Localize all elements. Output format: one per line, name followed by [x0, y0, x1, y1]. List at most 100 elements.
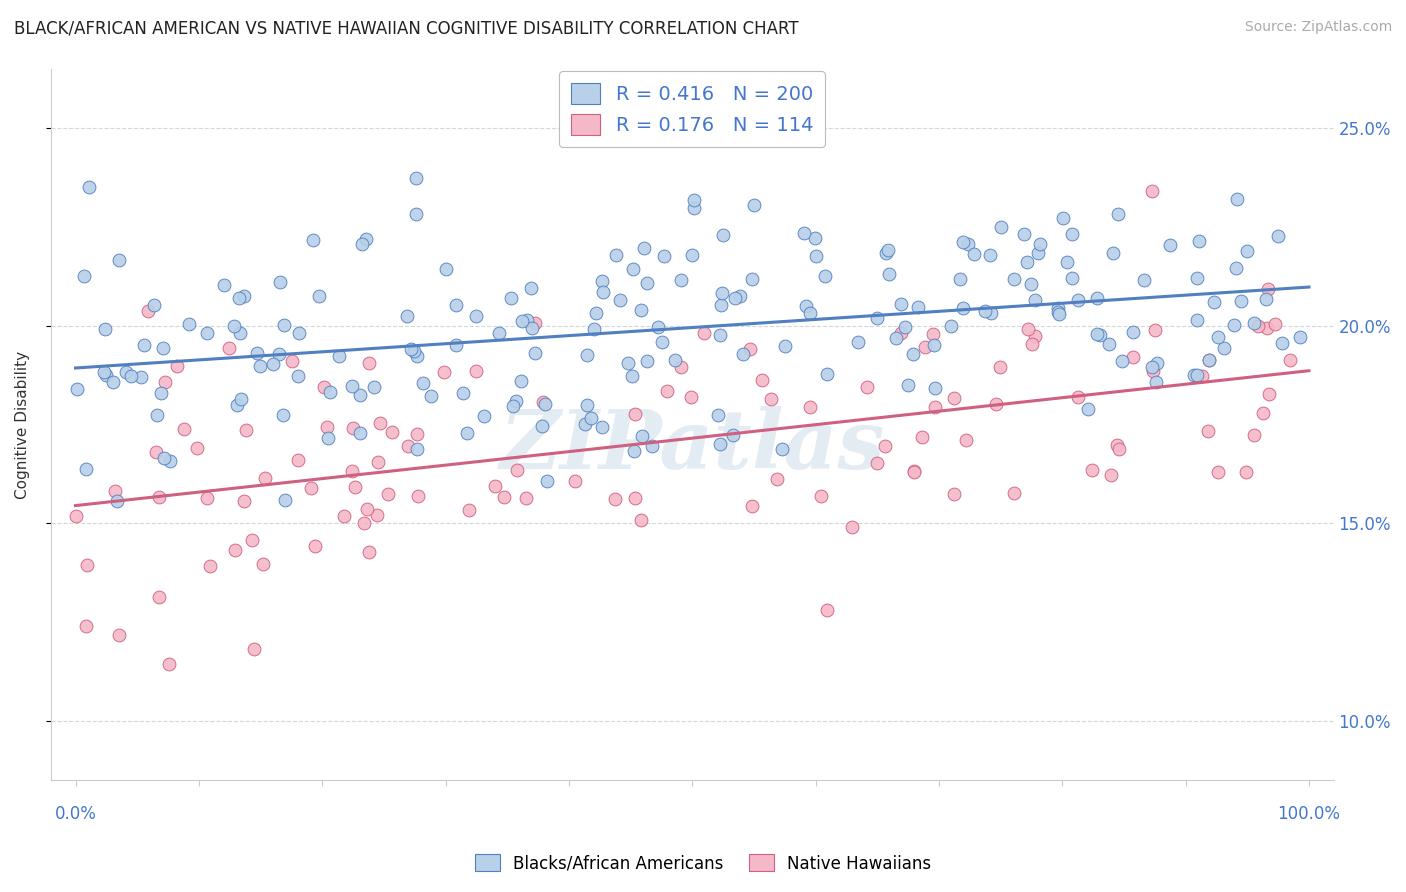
Point [952, 235, 974, 250]
Point [179, 317, 201, 331]
Point [856, 380, 879, 394]
Point [1198, 353, 1220, 368]
Point [990, 219, 1012, 234]
Point [515, 491, 537, 505]
Point [710, 297, 733, 311]
Point [231, 392, 253, 406]
Point [105, 493, 128, 508]
Point [342, 421, 364, 435]
Point [65, 508, 87, 523]
Point [381, 425, 404, 439]
Point [304, 539, 326, 553]
Point [1182, 368, 1205, 383]
Point [866, 310, 889, 325]
Point [603, 492, 626, 507]
Point [488, 326, 510, 340]
Point [1279, 352, 1302, 367]
Point [741, 272, 763, 286]
Point [405, 349, 427, 363]
Point [232, 494, 254, 508]
Point [352, 236, 374, 251]
Point [793, 226, 815, 240]
Point [75, 618, 97, 632]
Point [419, 389, 441, 403]
Point [980, 305, 1002, 319]
Point [1067, 390, 1090, 404]
Point [1056, 255, 1078, 269]
Point [1257, 282, 1279, 296]
Point [1108, 442, 1130, 457]
Point [1021, 277, 1043, 291]
Point [316, 431, 339, 445]
Point [396, 439, 419, 453]
Point [218, 341, 240, 355]
Point [1144, 375, 1167, 389]
Point [742, 198, 765, 212]
Point [1099, 468, 1122, 483]
Point [1122, 350, 1144, 364]
Point [368, 416, 391, 430]
Point [806, 249, 828, 263]
Point [592, 285, 614, 300]
Point [1271, 335, 1294, 350]
Point [395, 309, 418, 323]
Point [633, 241, 655, 255]
Point [576, 398, 599, 412]
Point [894, 320, 917, 334]
Point [104, 483, 127, 498]
Point [523, 346, 546, 360]
Text: BLACK/AFRICAN AMERICAN VS NATIVE HAWAIIAN COGNITIVE DISABILITY CORRELATION CHART: BLACK/AFRICAN AMERICAN VS NATIVE HAWAIIA… [14, 20, 799, 37]
Point [1142, 364, 1164, 378]
Point [1264, 318, 1286, 332]
Point [328, 349, 350, 363]
Point [129, 369, 152, 384]
Point [890, 326, 912, 341]
Point [226, 398, 249, 412]
Point [269, 275, 291, 289]
Point [287, 369, 309, 384]
Point [402, 343, 425, 358]
Point [669, 273, 692, 287]
Text: 100.0%: 100.0% [1278, 805, 1340, 823]
Point [145, 445, 167, 459]
Point [166, 359, 188, 374]
Point [738, 342, 761, 356]
Point [624, 407, 647, 421]
Point [531, 418, 554, 433]
Point [866, 456, 889, 470]
Point [406, 426, 429, 441]
Point [502, 399, 524, 413]
Point [709, 327, 731, 342]
Point [96, 368, 118, 383]
Point [73, 269, 96, 284]
Point [412, 376, 434, 390]
Point [1236, 244, 1258, 258]
Point [288, 326, 311, 340]
Point [222, 319, 245, 334]
Point [1225, 260, 1247, 275]
Text: 0.0%: 0.0% [55, 805, 97, 823]
Point [591, 419, 613, 434]
Point [433, 365, 456, 379]
Point [1230, 294, 1253, 309]
Point [1021, 336, 1043, 351]
Point [536, 474, 558, 488]
Point [1234, 465, 1257, 479]
Point [1257, 386, 1279, 401]
Point [877, 243, 900, 257]
Point [1243, 428, 1265, 442]
Point [903, 347, 925, 361]
Point [884, 331, 907, 345]
Point [1223, 318, 1246, 332]
Point [406, 442, 429, 456]
Point [340, 464, 363, 478]
Point [1191, 368, 1213, 383]
Point [1206, 465, 1229, 479]
Point [630, 302, 652, 317]
Point [1085, 327, 1108, 342]
Point [903, 465, 925, 479]
Point [605, 247, 627, 261]
Point [1024, 293, 1046, 308]
Point [903, 465, 925, 479]
Point [315, 419, 337, 434]
